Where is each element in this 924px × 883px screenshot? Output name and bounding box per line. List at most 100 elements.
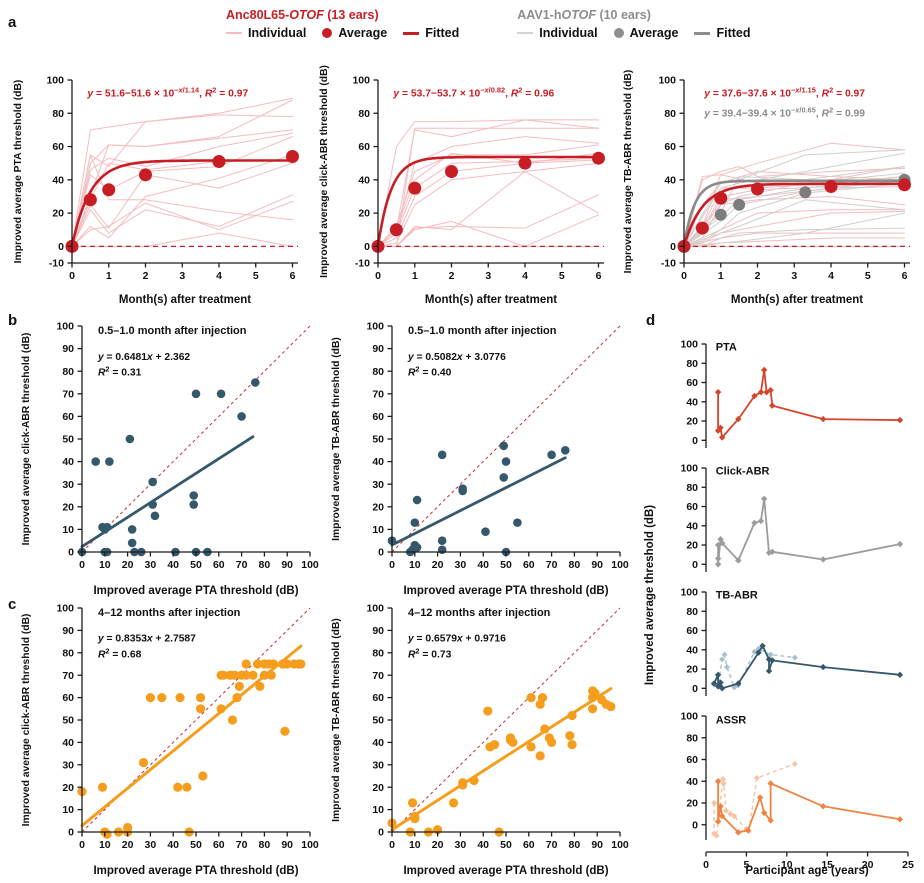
legend-item-label: Individual: [248, 26, 307, 40]
legend-items: Individual Average Fitted: [226, 26, 459, 40]
svg-text:80: 80: [686, 482, 698, 494]
legend-item-label: Individual: [539, 26, 598, 40]
figure-legend: Anc80L65-OTOF (13 ears) Individual Avera…: [226, 8, 751, 40]
svg-text:60: 60: [52, 141, 64, 153]
svg-text:90: 90: [62, 343, 74, 355]
svg-text:20: 20: [358, 208, 370, 220]
legend-title-prefix: AAV1-h: [517, 8, 562, 22]
svg-text:50: 50: [500, 559, 512, 571]
legend-title-gene: OTOF: [289, 8, 324, 22]
legend-item-fitted: Fitted: [694, 26, 751, 40]
svg-text:Improved average click-ABR thr: Improved average click-ABR threshold (dB…: [21, 333, 32, 546]
svg-text:50: 50: [190, 839, 202, 851]
svg-text:y = 0.6481x + 2.362: y = 0.6481x + 2.362: [97, 352, 190, 363]
chart-tb-abr-by-age: 0 20 40 60 80 100 TB-ABR: [680, 587, 904, 696]
chart-late-pta-vs-click-abr: 0 10 20 30 40 50 60 70 80 90 100 0 10 20 30 40 50 60 70 80 9…: [21, 603, 319, 877]
legend-title-suffix: (13 ears): [323, 8, 379, 22]
svg-text:0: 0: [692, 559, 698, 571]
svg-text:0.5–1.0 month after injection: 0.5–1.0 month after injection: [98, 325, 247, 337]
svg-text:Improved average click-ABR thr: Improved average click-ABR threshold (dB…: [319, 65, 330, 278]
svg-text:R2 = 0.31: R2 = 0.31: [98, 364, 142, 379]
svg-text:0: 0: [58, 241, 64, 253]
svg-text:20: 20: [122, 559, 134, 571]
svg-text:y = 0.8353x + 2.7587: y = 0.8353x + 2.7587: [97, 634, 196, 645]
svg-text:0: 0: [375, 270, 381, 282]
svg-text:80: 80: [569, 559, 581, 571]
svg-text:30: 30: [62, 759, 74, 771]
svg-text:80: 80: [62, 366, 74, 378]
svg-text:0: 0: [68, 827, 74, 839]
panel-label-b: b: [8, 312, 18, 329]
svg-text:50: 50: [372, 715, 384, 727]
svg-text:0: 0: [681, 270, 687, 282]
svg-text:40: 40: [52, 174, 64, 186]
svg-text:80: 80: [569, 839, 581, 851]
svg-text:90: 90: [591, 839, 603, 851]
svg-text:0: 0: [68, 547, 74, 559]
svg-text:70: 70: [236, 839, 248, 851]
svg-text:Improved average TB-ABR thresh: Improved average TB-ABR threshold (dB): [331, 618, 342, 822]
svg-text:90: 90: [62, 625, 74, 637]
svg-text:Improved average click-ABR thr: Improved average click-ABR threshold (dB…: [21, 614, 32, 827]
legend-item-label: Fitted: [425, 26, 460, 40]
svg-text:80: 80: [686, 606, 698, 618]
svg-text:20: 20: [62, 501, 74, 513]
svg-text:30: 30: [62, 479, 74, 491]
svg-text:10: 10: [99, 839, 111, 851]
svg-text:100: 100: [56, 321, 74, 333]
svg-text:70: 70: [372, 388, 384, 400]
svg-text:20: 20: [686, 664, 698, 676]
svg-text:20: 20: [686, 798, 698, 810]
svg-text:4: 4: [522, 270, 528, 282]
individual-line-swatch: [517, 32, 534, 34]
legend-title-aav1: AAV1-hOTOF (10 ears): [517, 8, 750, 22]
svg-text:y = 53.7−53.7 × 10−x/0.82, R2: y = 53.7−53.7 × 10−x/0.82, R2 = 0.96: [392, 85, 554, 100]
svg-text:30: 30: [455, 839, 467, 851]
svg-text:0: 0: [79, 839, 85, 851]
svg-text:0: 0: [79, 559, 85, 571]
svg-text:TB-ABR: TB-ABR: [716, 590, 758, 602]
svg-text:40: 40: [372, 737, 384, 749]
legend-title-gene: OTOF: [561, 8, 596, 22]
svg-text:4–12 months after injection: 4–12 months after injection: [408, 607, 551, 619]
chart-early-pta-vs-tb-abr: 0 10 20 30 40 50 60 70 80 90 100 0 10 20 30 40 50 60 70 80 9…: [331, 321, 629, 597]
svg-text:60: 60: [686, 377, 698, 389]
svg-text:Participant age (years): Participant age (years): [745, 865, 869, 877]
svg-text:1: 1: [412, 270, 418, 282]
fitted-line-swatch: [694, 31, 711, 35]
svg-text:50: 50: [190, 559, 202, 571]
svg-text:15: 15: [821, 859, 833, 871]
svg-text:20: 20: [372, 501, 384, 513]
svg-text:40: 40: [686, 520, 698, 532]
svg-text:40: 40: [358, 174, 370, 186]
svg-text:y = 51.6−51.6 × 10−x/1.14, R2: y = 51.6−51.6 × 10−x/1.14, R2 = 0.97: [86, 85, 248, 100]
svg-text:4–12 months after injection: 4–12 months after injection: [98, 607, 241, 619]
svg-text:Month(s) after treatment: Month(s) after treatment: [119, 294, 251, 306]
svg-text:Improved average PTA threshold: Improved average PTA threshold (dB): [93, 585, 298, 597]
svg-text:90: 90: [591, 559, 603, 571]
legend-item-fitted: Fitted: [403, 26, 459, 40]
svg-text:0: 0: [692, 435, 698, 447]
svg-text:30: 30: [145, 839, 157, 851]
svg-text:25: 25: [902, 859, 914, 871]
svg-text:80: 80: [52, 108, 64, 120]
legend-item-label: Fitted: [716, 26, 751, 40]
svg-text:70: 70: [546, 559, 558, 571]
svg-text:30: 30: [455, 559, 467, 571]
svg-text:4: 4: [828, 270, 834, 282]
svg-text:100: 100: [680, 711, 698, 723]
average-dot-swatch: [322, 28, 333, 38]
svg-text:-10: -10: [661, 258, 676, 270]
svg-text:20: 20: [664, 208, 676, 220]
svg-text:40: 40: [686, 776, 698, 788]
svg-text:0: 0: [378, 827, 384, 839]
svg-text:60: 60: [213, 839, 225, 851]
svg-text:PTA: PTA: [716, 342, 737, 354]
svg-text:50: 50: [62, 434, 74, 446]
svg-text:0: 0: [389, 839, 395, 851]
svg-text:100: 100: [658, 75, 676, 87]
svg-text:3: 3: [791, 270, 797, 282]
svg-text:40: 40: [62, 737, 74, 749]
svg-text:90: 90: [372, 343, 384, 355]
individual-line-swatch: [226, 32, 242, 34]
